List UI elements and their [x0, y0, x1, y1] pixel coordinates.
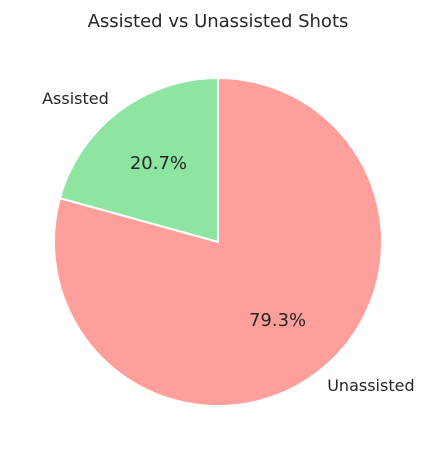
pie-percent-label-unassisted: 79.3% — [249, 310, 306, 331]
pie-slices — [53, 76, 383, 407]
pie-labels: 20.7% Assisted 79.3% Unassisted — [42, 89, 415, 395]
pie-category-label-unassisted: Unassisted — [327, 376, 414, 395]
pie-slice-assisted — [58, 76, 219, 244]
pie-percent-label-assisted: 20.7% — [130, 153, 187, 174]
pie-category-label-assisted: Assisted — [42, 89, 109, 108]
chart-title: Assisted vs Unassisted Shots — [88, 11, 349, 32]
pie-slice-unassisted — [53, 76, 383, 407]
